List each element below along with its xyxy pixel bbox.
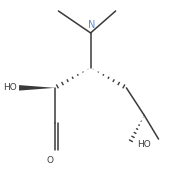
Polygon shape xyxy=(19,85,55,91)
Text: HO: HO xyxy=(137,140,151,149)
Text: O: O xyxy=(47,156,54,165)
Text: HO: HO xyxy=(4,83,17,92)
Text: N: N xyxy=(88,20,95,30)
